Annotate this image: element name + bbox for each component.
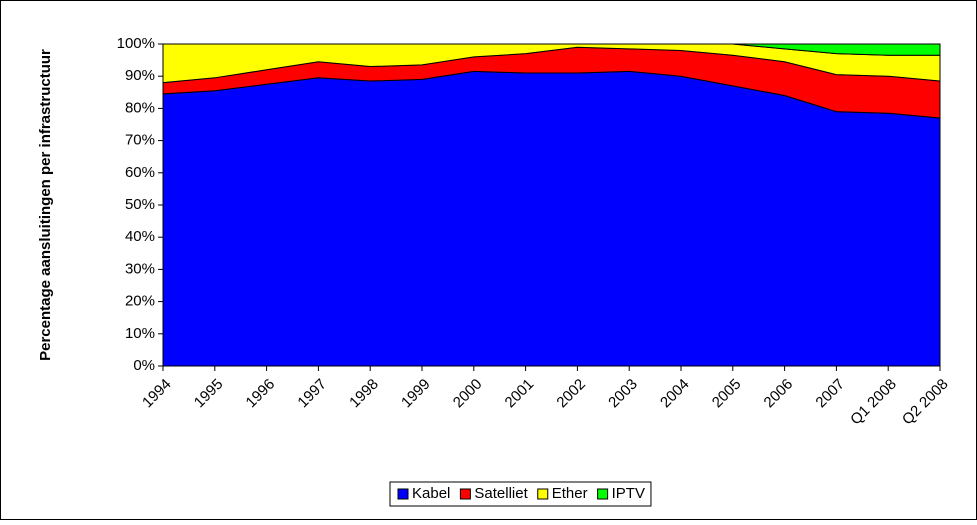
legend-label: Satelliet	[474, 485, 528, 502]
legend-label: Kabel	[412, 485, 450, 502]
area	[162, 70, 941, 367]
legend: Kabel Satelliet Ether IPTV	[389, 481, 652, 507]
legend-swatch	[397, 488, 409, 500]
y-tick-label: 30%	[125, 260, 155, 277]
y-tick-label: 40%	[125, 228, 155, 245]
legend-swatch	[597, 488, 609, 500]
y-tick-label: 80%	[125, 99, 155, 116]
y-tick-label: 0%	[133, 357, 155, 374]
legend-label: Ether	[552, 485, 588, 502]
y-tick-label: 70%	[125, 132, 155, 149]
y-tick-label: 50%	[125, 196, 155, 213]
legend-swatch	[537, 488, 549, 500]
y-tick-label: 60%	[125, 164, 155, 181]
legend-swatch	[459, 488, 471, 500]
y-axis-label: Percentage aansluitingen per infrastruct…	[37, 49, 54, 361]
area	[163, 43, 941, 56]
y-tick-label: 20%	[125, 293, 155, 310]
y-tick-label: 10%	[125, 325, 155, 342]
y-tick-label: 90%	[125, 67, 155, 84]
y-tick-label: 100%	[117, 35, 155, 52]
legend-label: IPTV	[612, 485, 645, 502]
